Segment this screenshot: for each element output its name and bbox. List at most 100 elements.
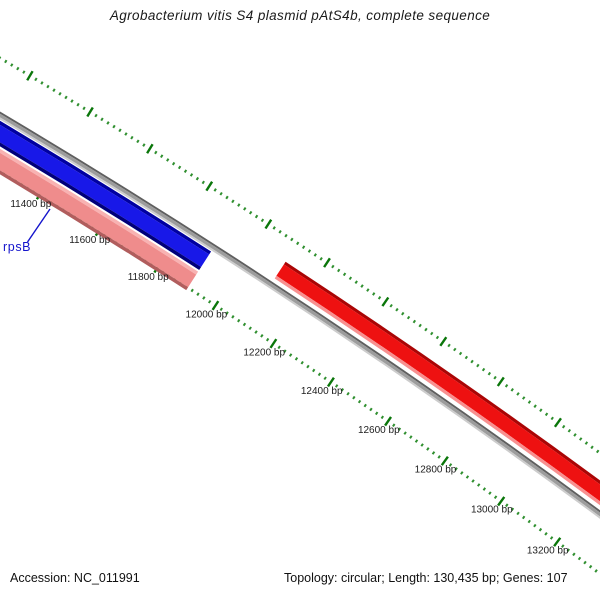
- scale-tick-minor: [460, 471, 464, 475]
- scale-tick-minor: [166, 158, 170, 162]
- scale-tick-minor: [260, 334, 264, 338]
- scale-tick-minor: [454, 467, 458, 471]
- scale-tick-minor: [52, 88, 56, 92]
- sequence-backbone-body: [0, 113, 600, 517]
- scale-tick-minor: [482, 487, 487, 491]
- scale-tick-minor: [549, 536, 554, 540]
- scale-label-12800: 12800 bp: [415, 465, 457, 476]
- scale-tick-minor: [142, 143, 146, 147]
- scale-tick-minor: [100, 117, 104, 122]
- scale-tick-minor: [260, 218, 265, 223]
- scale-tick-minor: [352, 395, 356, 400]
- scale-tick-minor: [533, 523, 537, 528]
- feature-forward-red[interactable]: [274, 261, 600, 544]
- scale-tick-minor: [590, 445, 594, 450]
- scale-tick-minor: [533, 404, 537, 408]
- scale-tick-major: [146, 143, 154, 154]
- scale-tick-minor: [58, 91, 62, 96]
- scale-tick-minor: [254, 330, 258, 334]
- scale-tick-minor: [369, 407, 373, 412]
- scale-tick-minor: [583, 560, 587, 565]
- scale-tick-major: [26, 70, 34, 81]
- scale-tick-minor: [283, 349, 287, 353]
- feature-rpsb-gene-pink-edge-inner: [0, 170, 189, 291]
- scale-tick-rings: [0, 56, 600, 576]
- scale-tick-major: [381, 296, 390, 307]
- scale-tick-minor: [10, 63, 14, 67]
- scale-tick-minor: [306, 364, 310, 369]
- scale-tick-major: [269, 338, 278, 349]
- scale-tick-minor: [372, 292, 376, 296]
- scale-tick-minor: [22, 70, 26, 74]
- scale-tick-minor: [64, 95, 68, 100]
- scale-tick-minor: [420, 443, 424, 447]
- scale-tick-minor: [160, 154, 164, 159]
- scale-tick-major: [439, 336, 448, 347]
- scale-tick-minor: [312, 368, 316, 373]
- scale-tick-minor: [395, 307, 399, 312]
- scale-tick-minor: [225, 195, 229, 200]
- scale-tick-major: [553, 417, 562, 428]
- feature-rpsb-cds-blue[interactable]: [0, 101, 212, 270]
- scale-tick-minor: [278, 230, 282, 234]
- scale-tick-minor: [584, 441, 589, 445]
- scale-tick-minor: [510, 388, 514, 392]
- scale-tick-minor: [290, 237, 294, 242]
- scale-tick-minor: [476, 483, 481, 487]
- scale-tick-minor: [544, 412, 549, 417]
- scale-tick-major: [384, 416, 392, 427]
- scale-tick-minor: [340, 388, 345, 392]
- scale-tick-minor: [248, 210, 253, 215]
- scale-tick-minor: [171, 161, 176, 166]
- scale-tick-minor: [300, 360, 304, 365]
- scale-tick-minor: [323, 376, 327, 381]
- scale-tick-minor: [426, 447, 430, 451]
- scale-tick-minor: [493, 375, 497, 380]
- scale-tick-minor: [237, 318, 241, 323]
- feature-rpsb-cds-blue-edge-inner: [0, 142, 202, 270]
- scale-tick-minor: [424, 327, 428, 332]
- scale-label-11400: 11400 bp: [10, 199, 51, 210]
- scale-tick-minor: [231, 315, 235, 319]
- scale-tick-minor: [294, 357, 299, 361]
- scale-tick-minor: [348, 276, 353, 281]
- scale-tick-minor: [242, 322, 247, 327]
- scale-tick-minor: [380, 415, 385, 420]
- scale-label-12600: 12600 bp: [358, 425, 400, 436]
- outer-tick-ring: [0, 56, 600, 454]
- scale-tick-minor: [207, 299, 212, 304]
- scale-tick-minor: [196, 292, 200, 296]
- scale-label-12000: 12000 bp: [186, 309, 228, 320]
- scale-tick-minor: [272, 226, 276, 230]
- scale-tick-minor: [201, 180, 205, 185]
- scale-tick-minor: [124, 132, 128, 136]
- scale-tick-minor: [414, 439, 419, 443]
- scale-tick-minor: [476, 363, 480, 368]
- scale-tick-minor: [76, 102, 80, 107]
- scale-tick-minor: [363, 403, 367, 408]
- scale-tick-minor: [464, 355, 469, 360]
- scale-tick-minor: [437, 455, 441, 459]
- feature-tracks: [0, 94, 600, 552]
- scale-tick-minor: [4, 59, 8, 64]
- feature-rpsb-gene-pink[interactable]: [0, 122, 199, 291]
- scale-tick-major: [205, 181, 214, 192]
- feature-rpsb-gene-pink-edge-outer: [0, 148, 199, 275]
- scale-tick-minor: [516, 511, 520, 516]
- scale-tick-minor: [112, 124, 116, 129]
- scale-tick-minor: [130, 135, 134, 140]
- sequence-backbone[interactable]: [0, 94, 600, 552]
- feature-rpsb-gene-pink-body: [0, 152, 197, 288]
- gene-label-rpsb[interactable]: rpsB: [3, 240, 31, 254]
- scale-tick-minor: [177, 165, 182, 170]
- scale-tick-major: [496, 376, 505, 387]
- scale-tick-minor: [301, 245, 306, 250]
- scale-tick-minor: [488, 491, 492, 495]
- scale-tick-minor: [277, 345, 281, 350]
- scale-tick-minor: [389, 303, 393, 308]
- scale-tick-minor: [154, 150, 158, 155]
- scale-tick-minor: [334, 384, 339, 388]
- scale-tick-minor: [106, 121, 110, 125]
- scale-tick-minor: [392, 423, 396, 427]
